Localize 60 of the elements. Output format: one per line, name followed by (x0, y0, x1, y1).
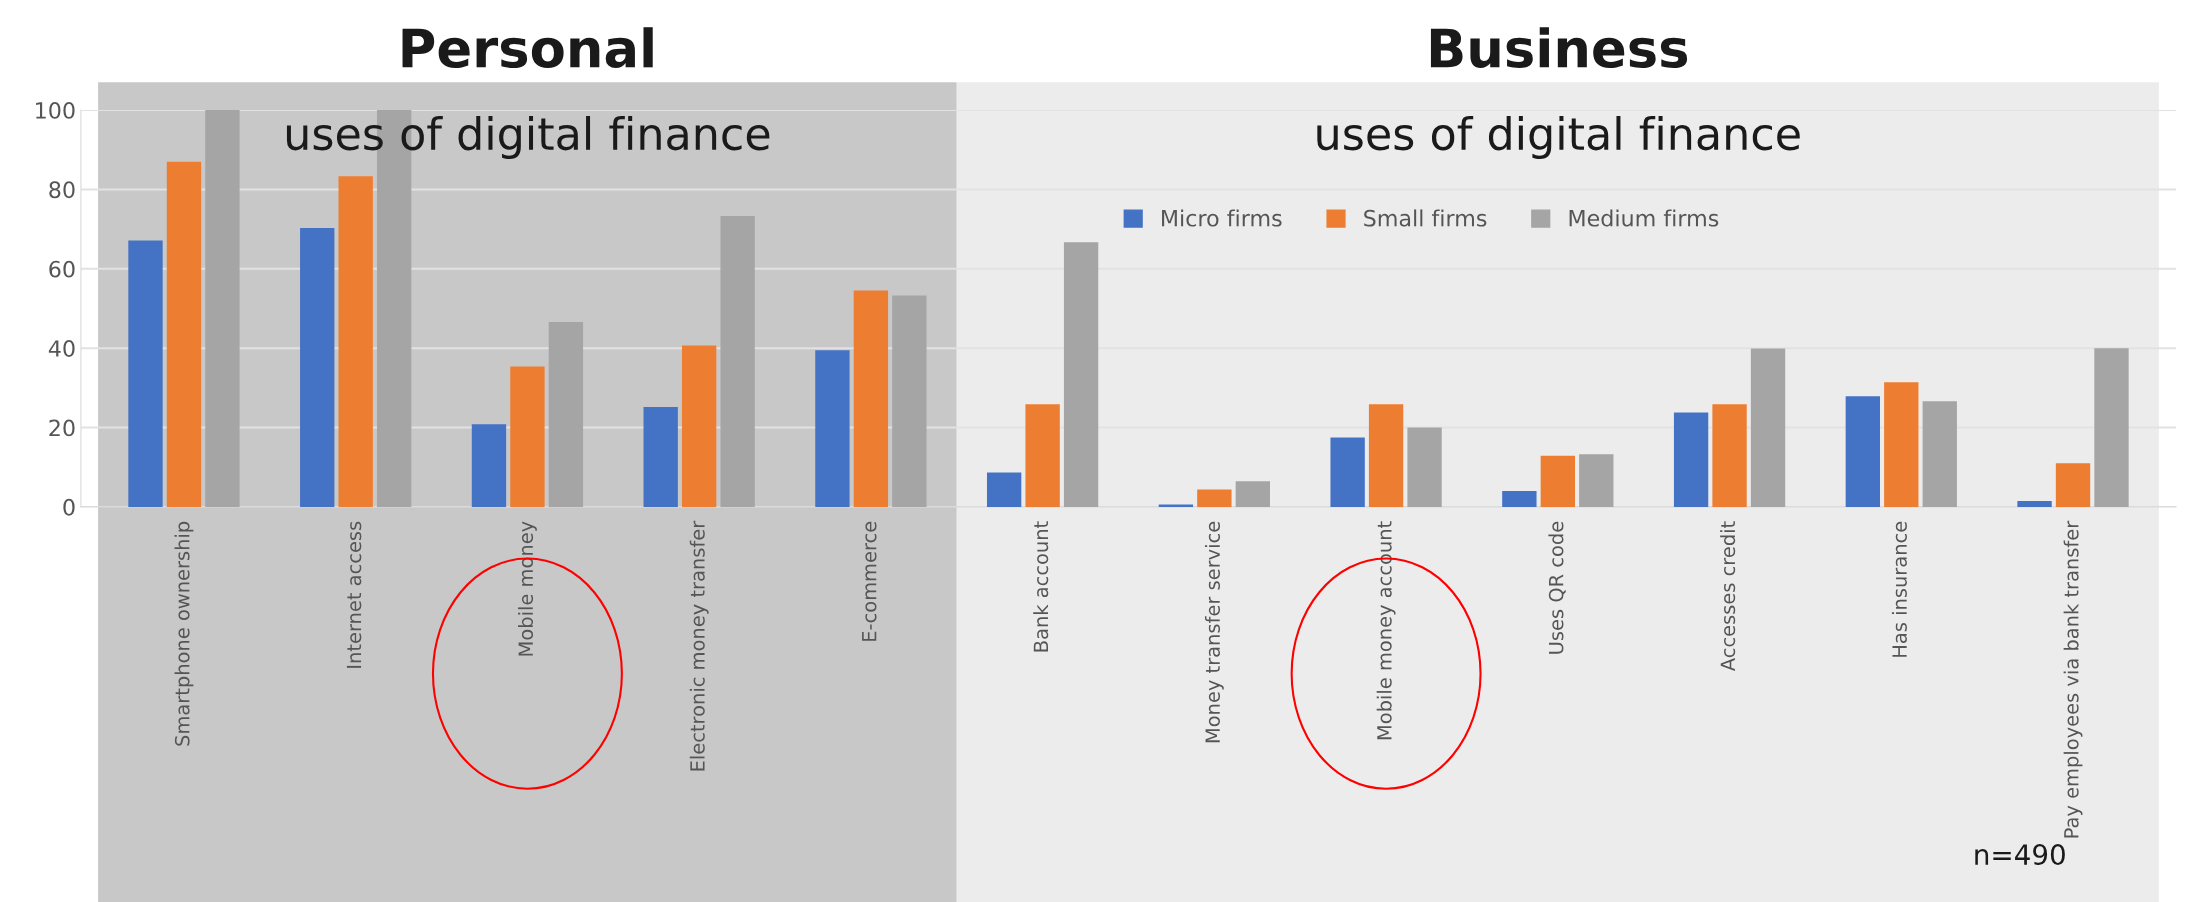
bar (2094, 348, 2129, 507)
legend-label: Micro firms (1162, 209, 1282, 227)
x-tick-label: E-commerce (862, 521, 877, 641)
bar (2017, 500, 2052, 507)
bar (2055, 463, 2091, 507)
x-tick-label: Internet access (346, 521, 362, 668)
bar (1845, 396, 1880, 507)
y-tick-label: 80 (49, 181, 75, 199)
bar (128, 240, 163, 507)
bar (1673, 412, 1709, 507)
bar (1025, 404, 1060, 507)
x-tick-label: Smartphone ownership (174, 521, 194, 746)
bar (1197, 489, 1232, 507)
bar (1063, 242, 1099, 507)
x-tick-label: Uses QR code (1548, 521, 1566, 654)
bar (300, 227, 335, 507)
annotation: uses of digital finance (286, 116, 770, 160)
bar (471, 424, 507, 507)
bar (681, 345, 717, 507)
bar (1330, 437, 1365, 507)
bar (1712, 404, 1747, 507)
bar (1579, 454, 1614, 507)
legend-label: Medium firms (1569, 209, 1719, 227)
bar (338, 176, 373, 507)
bar (1368, 404, 1404, 507)
bar (1407, 427, 1442, 507)
bar (643, 406, 678, 507)
x-tick-label: Electronic money transfer (689, 520, 709, 771)
y-tick-label: 20 (49, 419, 75, 437)
bar (166, 161, 202, 507)
x-tick-label: Pay employees via bank transfer (2063, 520, 2083, 838)
x-tick-label: Has insurance (1891, 521, 1907, 657)
x-tick-label: Money transfer service (1204, 521, 1224, 743)
bar (1750, 348, 1786, 507)
y-tick-label: 0 (63, 498, 75, 516)
x-tick-label: Accesses credit (1720, 521, 1736, 672)
bar (1502, 491, 1537, 507)
bar (986, 472, 1022, 507)
bar (892, 295, 927, 507)
legend-label: Small firms (1364, 209, 1487, 227)
y-tick-label: 40 (48, 340, 75, 357)
x-tick-label: Bank account (1033, 521, 1049, 652)
band-label: Business (1430, 27, 1688, 69)
y-tick-label: 60 (49, 260, 75, 278)
bar (1235, 481, 1270, 507)
bar (548, 321, 584, 507)
text: n=490 (1975, 844, 2065, 866)
bar (853, 290, 889, 507)
y-tick-label: 100 (36, 101, 75, 119)
annotation: uses of digital finance (1317, 116, 1800, 160)
bar (1922, 401, 1957, 507)
band-label: Personal (402, 27, 653, 69)
bar (510, 366, 545, 507)
x-tick-label: Mobile money (518, 521, 537, 656)
bar (815, 350, 850, 507)
bar (205, 110, 240, 507)
x-tick-label: Mobile money account (1376, 521, 1396, 740)
bar (1540, 455, 1575, 507)
bar (720, 216, 755, 507)
bar (1884, 382, 1919, 507)
